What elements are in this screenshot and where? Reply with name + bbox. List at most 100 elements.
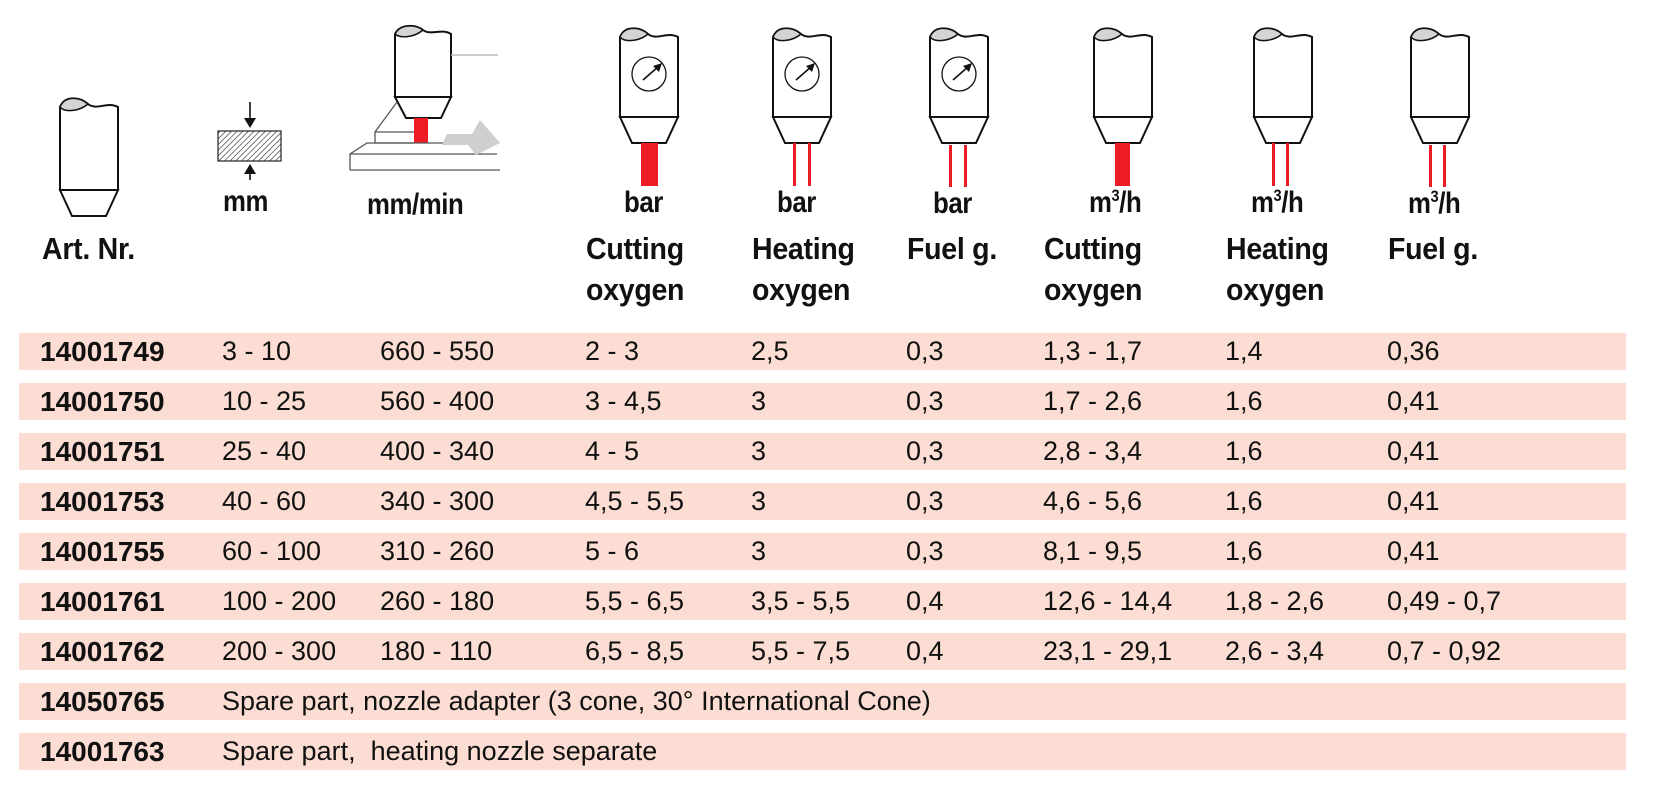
- fuel-gas-bar-cell: 0,4: [906, 636, 944, 666]
- table-row: 14001753 40 - 60 340 - 300 4,5 - 5,5 3 0,3 4,6…: [19, 483, 1626, 520]
- fuel-gas-flow-cell: 0,41: [1387, 386, 1440, 416]
- spare-part-row: 14001763 Spare part, heating nozzle separ…: [19, 733, 1626, 770]
- heating-oxygen-flow-cell: 1,6: [1225, 386, 1263, 416]
- cutting-oxygen-bar-cell: 6,5 - 8,5: [585, 636, 685, 666]
- fuel-gas-bar-cell: 0,3: [906, 386, 944, 416]
- cutting-oxygen-bar-cell: 3 - 4,5: [585, 386, 662, 416]
- thickness-cell: 10 - 25: [222, 386, 307, 416]
- fuel-gas-bar-cell: 0,3: [906, 536, 944, 566]
- heating-oxygen-bar-cell: 2,5: [751, 336, 789, 366]
- header-line-1: Cutting: [1044, 231, 1142, 266]
- art-nr-cell: 14001750: [40, 386, 165, 417]
- header-cutting-oxygen-bar: Cutting oxygen: [586, 228, 684, 310]
- fuel-gas-flow-cell: 0,36: [1387, 336, 1440, 366]
- header-line-2: oxygen: [752, 272, 851, 307]
- unit-bar-fuel: bar: [933, 187, 972, 220]
- heating-oxygen-flow-cell: 2,6 - 3,4: [1225, 636, 1325, 666]
- cutting-oxygen-bar-cell: 2 - 3: [585, 336, 640, 366]
- heating-oxygen-bar-cell: 3: [751, 536, 767, 566]
- speed-cell: 400 - 340: [380, 436, 495, 466]
- fuel-gas-flow-cell: 0,41: [1387, 436, 1440, 466]
- unit-m3h-heating: m3/h: [1251, 186, 1304, 220]
- unit-base: m: [1089, 186, 1112, 219]
- cutting-oxygen-flow-cell: 1,3 - 1,7: [1043, 336, 1143, 366]
- nozzle-heating-jet-icon: [1252, 27, 1314, 186]
- table-row: 14001761 100 - 200 260 - 180 5,5 - 6,5 3,5 -…: [19, 583, 1626, 620]
- unit-m3h-fuel: m3/h: [1408, 187, 1461, 221]
- thickness-cell: 3 - 10: [222, 336, 292, 366]
- spare-part-row: 14050765 Spare part, nozzle adapter (3 co…: [19, 683, 1626, 720]
- cutting-oxygen-flow-cell: 8,1 - 9,5: [1043, 536, 1143, 566]
- nozzle-gauge-cutting-jet-icon: [618, 27, 680, 186]
- unit-m3h-cutting: m3/h: [1089, 186, 1142, 220]
- header-heating-oxygen-bar: Heating oxygen: [752, 228, 855, 310]
- speed-cell: 660 - 550: [380, 336, 495, 366]
- nozzle-gauge-heating-jet-icon: [771, 27, 833, 186]
- thickness-cell: 25 - 40: [222, 436, 307, 466]
- cutting-oxygen-bar-cell: 5,5 - 6,5: [585, 586, 685, 616]
- speed-cell: 260 - 180: [380, 586, 495, 616]
- nozzle-cutting-jet-icon: [1092, 27, 1154, 186]
- cutting-oxygen-bar-cell: 4,5 - 5,5: [585, 486, 685, 516]
- table-row: 14001755 60 - 100 310 - 260 5 - 6 3 0,3 8,1 - …: [19, 533, 1626, 570]
- fuel-gas-flow-cell: 0,41: [1387, 536, 1440, 566]
- fuel-gas-bar-cell: 0,3: [906, 436, 944, 466]
- unit-base: m: [1251, 186, 1274, 219]
- thickness-cell: 60 - 100: [222, 536, 322, 566]
- table-row: 14001751 25 - 40 400 - 340 4 - 5 3 0,3 2,8 - 3…: [19, 433, 1626, 470]
- spare-part-description: Spare part, heating nozzle separate: [222, 736, 658, 766]
- header-line-1: Heating: [752, 231, 855, 266]
- unit-exponent: 3: [1273, 186, 1282, 205]
- spare-part-description: Spare part, nozzle adapter (3 cone, 30° …: [222, 686, 931, 716]
- unit-exponent: 3: [1111, 186, 1120, 205]
- unit-base: m: [1408, 187, 1431, 220]
- unit-exponent: 3: [1430, 187, 1439, 206]
- art-nr-cell: 14001753: [40, 486, 165, 517]
- header-line-2: oxygen: [1226, 272, 1325, 307]
- art-nr-cell: 14001763: [40, 736, 165, 767]
- header-line-1: Fuel g.: [1388, 231, 1478, 266]
- thickness-cell: 40 - 60: [222, 486, 307, 516]
- heating-oxygen-bar-cell: 5,5 - 7,5: [751, 636, 851, 666]
- nozzle-fuel-jet-icon: [1409, 27, 1471, 187]
- heating-oxygen-flow-cell: 1,6: [1225, 486, 1263, 516]
- heating-oxygen-bar-cell: 3: [751, 486, 767, 516]
- unit-mm-min: mm/min: [367, 188, 464, 221]
- cutting-speed-icon: [349, 24, 500, 171]
- unit-tail: /h: [1281, 186, 1304, 219]
- speed-cell: 180 - 110: [380, 636, 493, 666]
- fuel-gas-flow-cell: 0,7 - 0,92: [1387, 636, 1502, 666]
- art-nr-cell: 14001755: [40, 536, 165, 567]
- fuel-gas-bar-cell: 0,3: [906, 486, 944, 516]
- heating-oxygen-flow-cell: 1,6: [1225, 436, 1263, 466]
- fuel-gas-flow-cell: 0,49 - 0,7: [1387, 586, 1502, 616]
- speed-cell: 340 - 300: [380, 486, 495, 516]
- header-line-1: Heating: [1226, 231, 1329, 266]
- speed-cell: 560 - 400: [380, 386, 495, 416]
- header-fuel-gas-bar: Fuel g.: [907, 228, 997, 269]
- art-nr-cell: 14001762: [40, 636, 165, 667]
- unit-bar-cutting: bar: [624, 186, 663, 219]
- header-line-2: oxygen: [1044, 272, 1143, 307]
- cutting-oxygen-bar-cell: 5 - 6: [585, 536, 640, 566]
- header-heating-oxygen-flow: Heating oxygen: [1226, 228, 1329, 310]
- heating-oxygen-bar-cell: 3: [751, 436, 767, 466]
- header-line-2: oxygen: [586, 272, 685, 307]
- heating-oxygen-flow-cell: 1,6: [1225, 536, 1263, 566]
- cutting-oxygen-flow-cell: 1,7 - 2,6: [1043, 386, 1143, 416]
- fuel-gas-bar-cell: 0,3: [906, 336, 944, 366]
- art-nr-cell: 14001751: [40, 436, 165, 467]
- table-row: 14001749 3 - 10 660 - 550 2 - 3 2,5 0,3 1,3 - …: [19, 333, 1626, 370]
- fuel-gas-flow-cell: 0,41: [1387, 486, 1440, 516]
- material-thickness-icon: [217, 102, 282, 180]
- table-row: 14001750 10 - 25 560 - 400 3 - 4,5 3 0,3 1,7 -…: [19, 383, 1626, 420]
- heating-oxygen-bar-cell: 3: [751, 386, 767, 416]
- unit-tail: /h: [1119, 186, 1142, 219]
- header-line-1: Fuel g.: [907, 231, 997, 266]
- thickness-cell: 100 - 200: [222, 586, 337, 616]
- art-nr-cell: 14050765: [40, 686, 165, 717]
- header-cutting-oxygen-flow: Cutting oxygen: [1044, 228, 1142, 310]
- unit-mm: mm: [223, 185, 269, 218]
- nozzle-icon: [58, 97, 120, 217]
- thickness-cell: 200 - 300: [222, 636, 337, 666]
